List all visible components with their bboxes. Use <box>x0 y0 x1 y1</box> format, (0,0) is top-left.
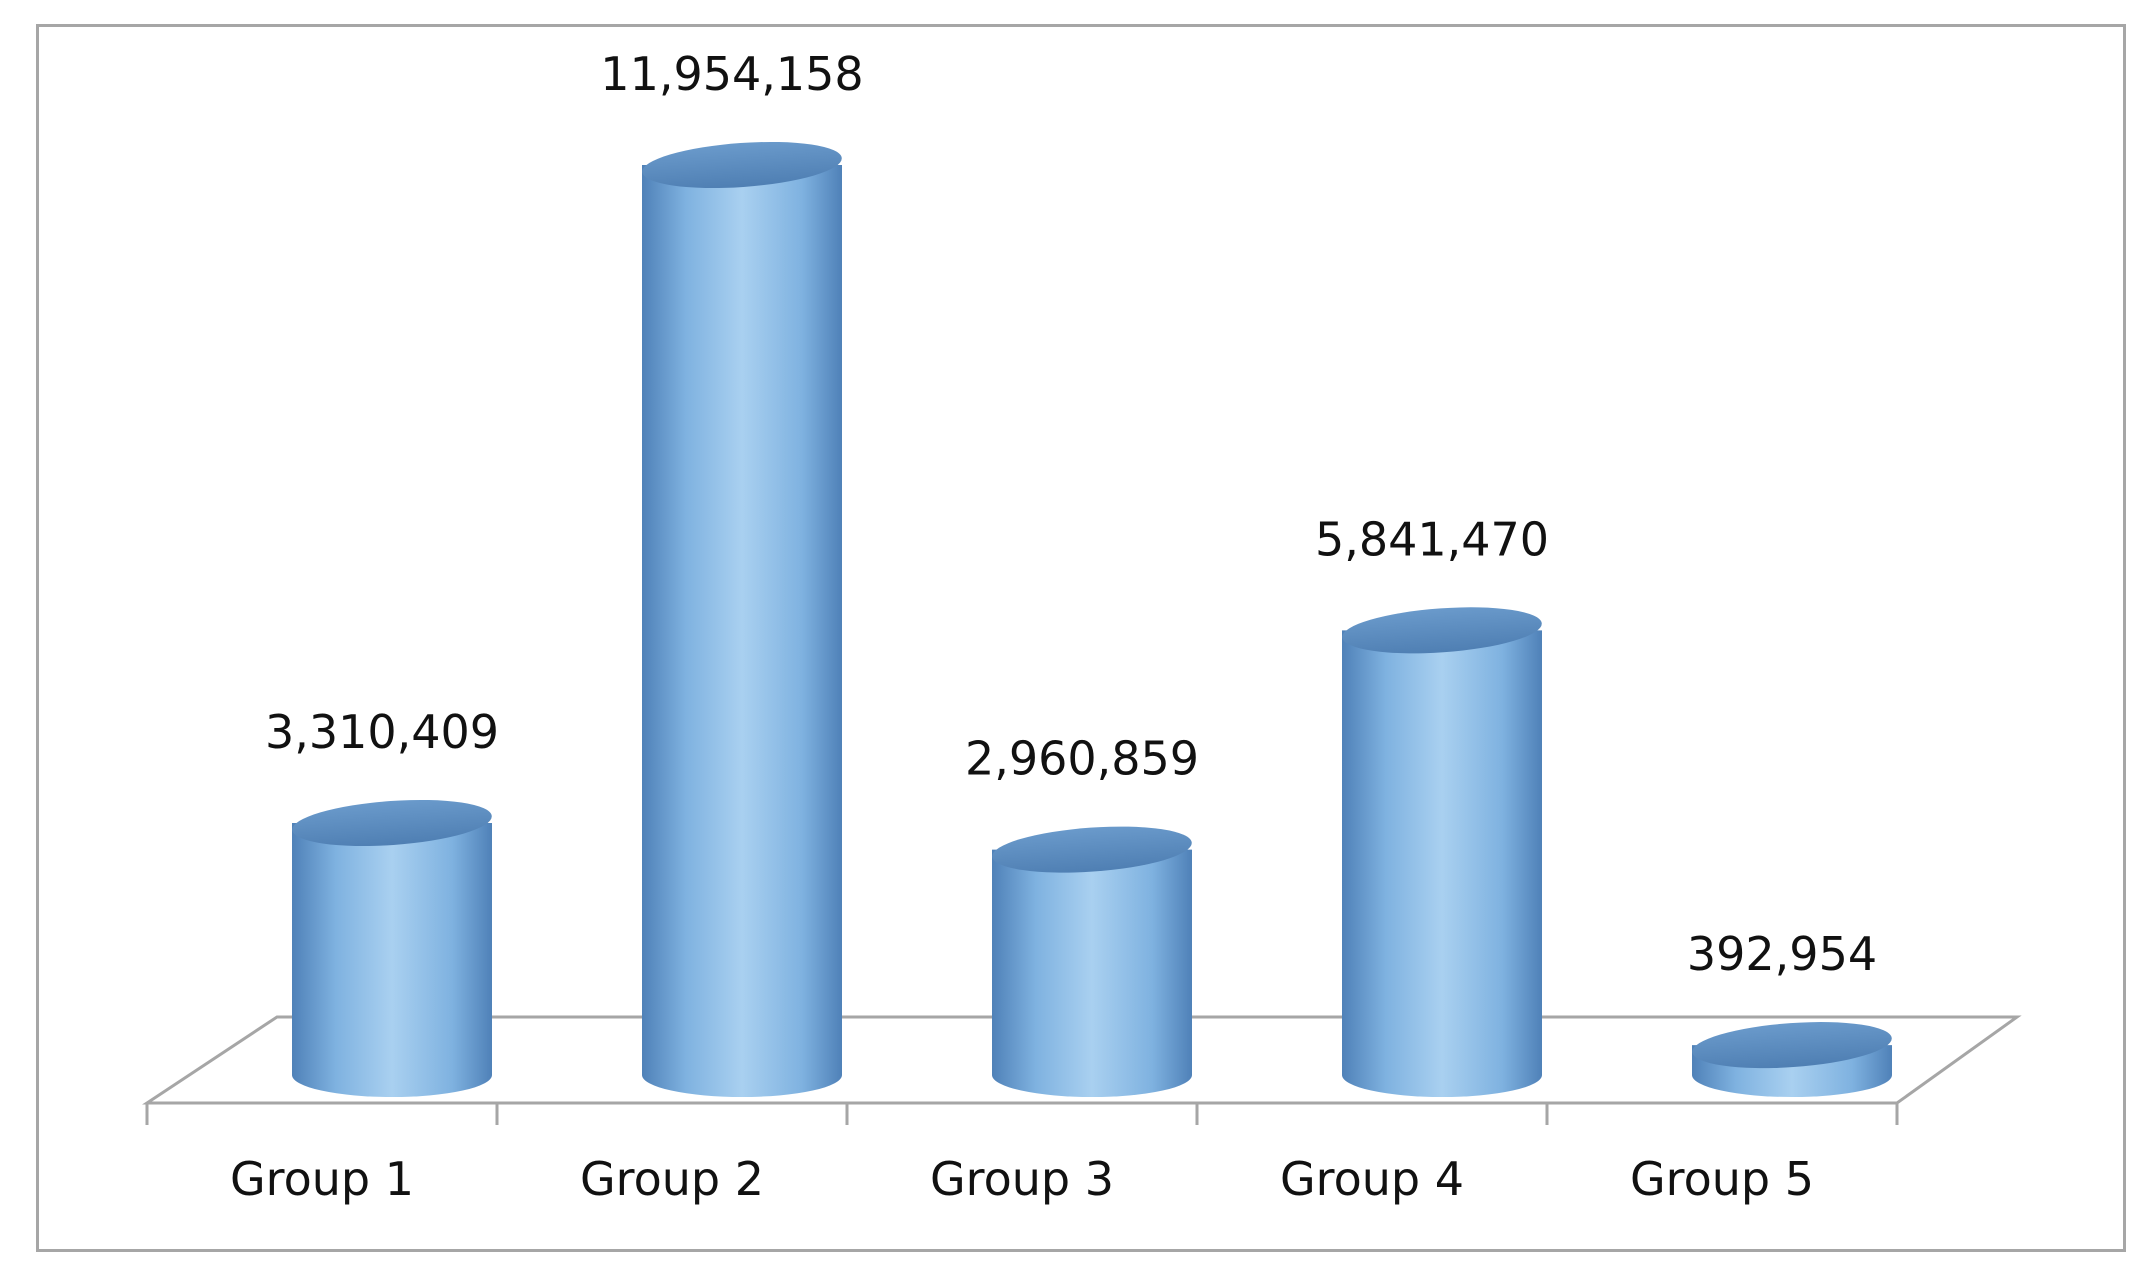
x-tick-label-2: Group 2 <box>580 1152 764 1206</box>
bar-4 <box>1342 607 1542 1097</box>
x-tick-label-5: Group 5 <box>1630 1152 1814 1206</box>
bar-body <box>642 165 842 1097</box>
data-label-1: 3,310,409 <box>265 705 499 759</box>
bar-2 <box>642 141 842 1097</box>
x-tick-label-3: Group 3 <box>930 1152 1114 1206</box>
x-tick-labels-group: Group 1 Group 2 Group 3 Group 4 Group 5 <box>230 1152 1814 1206</box>
bar-1 <box>292 799 492 1097</box>
bar-body <box>292 822 492 1097</box>
data-labels-group: 3,310,409 11,954,158 2,960,859 5,841,470 392… <box>265 47 1877 981</box>
data-label-5: 392,954 <box>1687 927 1877 981</box>
bar-top <box>642 141 842 189</box>
floor-plane <box>142 1015 2022 1105</box>
data-label-4: 5,841,470 <box>1315 512 1549 566</box>
bar-top <box>292 799 492 847</box>
x-tick-label-1: Group 1 <box>230 1152 414 1206</box>
data-label-3: 2,960,859 <box>965 732 1199 786</box>
bar-top <box>1342 607 1542 654</box>
bars-group <box>292 141 1892 1097</box>
bar-body <box>992 849 1192 1097</box>
chart-floor <box>142 1015 2022 1125</box>
data-label-2: 11,954,158 <box>600 47 863 101</box>
bar-top <box>992 826 1192 873</box>
bar-body <box>1342 630 1542 1097</box>
bar-top <box>1692 1022 1892 1069</box>
bar-3 <box>992 826 1192 1097</box>
x-tick-label-4: Group 4 <box>1280 1152 1464 1206</box>
bar-5 <box>1692 1022 1892 1097</box>
